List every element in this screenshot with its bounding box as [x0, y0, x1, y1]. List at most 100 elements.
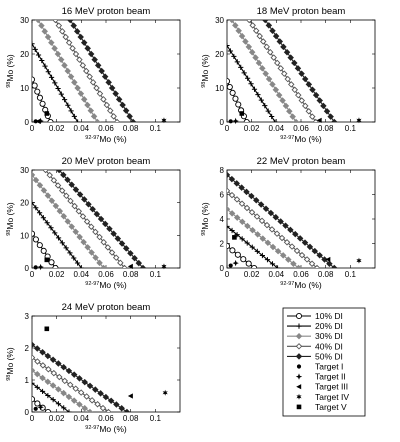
series-marker [92, 386, 99, 393]
marker-shape [104, 244, 112, 251]
marker-shape [40, 247, 47, 254]
series-marker [303, 256, 311, 263]
series-marker [258, 217, 266, 225]
marker-shape [262, 70, 269, 77]
y-tick-label: 0 [25, 118, 30, 127]
marker-shape [127, 250, 134, 257]
y-tick-label: 10 [215, 84, 224, 93]
series-marker [276, 38, 284, 45]
marker-shape [296, 364, 302, 369]
marker-shape [48, 259, 55, 266]
series-marker [233, 180, 240, 187]
marker-shape [258, 97, 264, 103]
series-marker [48, 74, 55, 80]
x-tick-label: 0 [30, 414, 35, 423]
marker-shape [80, 39, 88, 46]
marker-shape [248, 81, 254, 87]
legend-marker [296, 364, 302, 369]
series-marker [231, 53, 237, 60]
series-marker [72, 228, 79, 236]
series-marker [131, 254, 138, 262]
marker-shape [295, 91, 302, 99]
marker-shape [287, 226, 294, 234]
marker-shape [71, 79, 78, 86]
series-marker [233, 214, 241, 221]
series-10-di [32, 76, 54, 122]
series-marker [296, 235, 304, 242]
marker-shape [262, 205, 270, 212]
marker-shape [265, 22, 273, 29]
marker-shape [280, 43, 287, 51]
y-tick-label: 30 [215, 16, 224, 25]
marker-shape [265, 75, 273, 83]
marker-shape [327, 113, 334, 120]
target-point-target-iii [325, 256, 331, 263]
series-marker [32, 396, 36, 403]
series-marker [259, 65, 266, 72]
marker-shape [54, 50, 62, 58]
marker-shape [239, 111, 245, 116]
x-tick-label: 0.08 [318, 124, 334, 133]
marker-shape [234, 59, 240, 65]
marker-shape [49, 382, 57, 389]
series-marker [44, 352, 52, 360]
marker-shape [274, 247, 282, 255]
target-point-target-i [228, 263, 233, 268]
series-marker [48, 39, 55, 46]
marker-shape [118, 405, 125, 412]
series-marker [291, 86, 299, 94]
x-axis-label-sup: 92-97 [85, 135, 99, 141]
marker-shape [42, 170, 49, 174]
marker-shape [84, 45, 91, 52]
marker-shape [75, 208, 83, 215]
series-marker [239, 218, 246, 226]
series-marker [59, 28, 66, 35]
series-marker [92, 228, 99, 236]
series-marker [227, 205, 231, 213]
series-marker [254, 248, 260, 254]
marker-shape [64, 67, 72, 75]
marker-shape [65, 393, 73, 401]
series-marker [126, 113, 133, 120]
series-marker [91, 56, 98, 63]
marker-shape [117, 259, 124, 267]
series-marker [227, 42, 230, 49]
marker-shape [55, 85, 61, 92]
marker-shape [229, 227, 235, 234]
marker-shape [32, 354, 36, 361]
series-marker [287, 226, 294, 234]
marker-shape [61, 405, 67, 411]
marker-shape [71, 202, 78, 210]
marker-shape [238, 32, 246, 40]
target-point-target-v [44, 111, 50, 116]
series-marker [108, 249, 116, 256]
series-50-di [32, 341, 131, 412]
series-marker [59, 240, 65, 246]
chart-panel: 20 MeV proton beam 0 0.02 0.04 0.06 0.08 0.1 0 1… [5, 156, 181, 290]
marker-shape [52, 202, 60, 210]
series-marker [118, 240, 126, 247]
series-marker [232, 95, 239, 102]
marker-shape [34, 20, 42, 24]
series-marker [87, 50, 95, 58]
marker-shape [228, 191, 236, 199]
marker-shape [74, 260, 81, 266]
series-marker [60, 389, 67, 397]
marker-shape [227, 187, 231, 195]
series-marker [284, 75, 291, 83]
marker-shape [229, 247, 236, 254]
series-marker [122, 107, 130, 114]
marker-shape [32, 230, 36, 237]
series-marker [235, 101, 242, 108]
marker-shape [107, 107, 114, 114]
series-marker [289, 113, 296, 120]
marker-shape [282, 102, 290, 110]
marker-shape [40, 215, 46, 221]
legend-marker [296, 384, 302, 390]
marker-shape [122, 107, 130, 114]
marker-shape [331, 264, 338, 268]
series-marker [243, 188, 250, 196]
marker-shape [321, 256, 328, 263]
series-marker [228, 210, 236, 217]
marker-shape [323, 108, 331, 115]
